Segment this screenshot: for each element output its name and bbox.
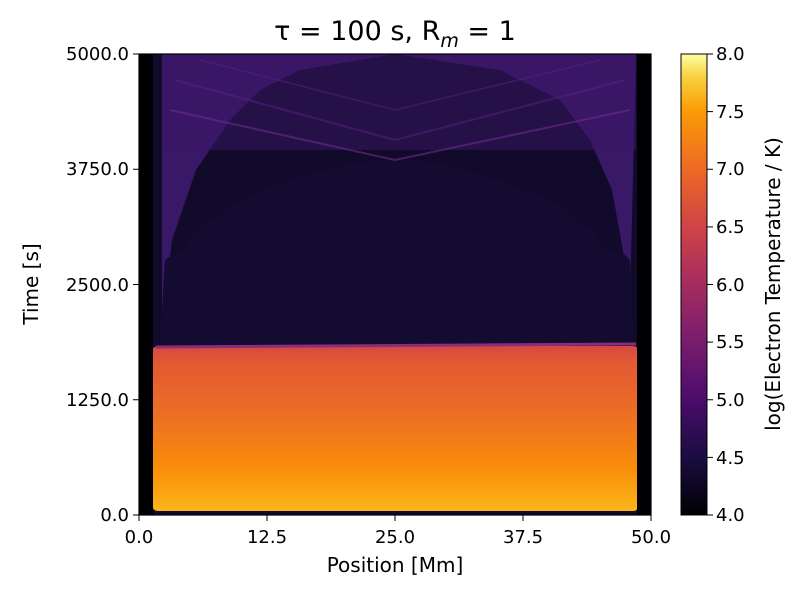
colorbar-ticks: 4.0 4.5 5.0 5.5 6.0 6.5 7.0 7.5 8.0 bbox=[707, 44, 745, 526]
streak-3 bbox=[199, 59, 601, 111]
hot-loop-edge bbox=[155, 342, 637, 349]
y-tick-label: 0.0 bbox=[100, 505, 129, 526]
cb-tick-label: 4.0 bbox=[716, 505, 745, 526]
cb-tick-label: 7.5 bbox=[716, 102, 745, 123]
y-tick-label: 1250.0 bbox=[66, 390, 129, 411]
upper-band bbox=[162, 54, 636, 150]
y-tick-label: 3750.0 bbox=[66, 159, 129, 180]
cb-tick-label: 6.5 bbox=[716, 217, 745, 238]
streak-2 bbox=[174, 79, 626, 142]
cb-tick-label: 4.5 bbox=[716, 448, 745, 469]
chromosphere-left bbox=[139, 54, 153, 515]
cb-tick-label: 5.0 bbox=[716, 390, 745, 411]
colorbar: 4.0 4.5 5.0 5.5 6.0 6.5 7.0 7.5 8.0 log(… bbox=[680, 44, 785, 526]
cooled-lower bbox=[160, 250, 634, 345]
x-tick-label: 37.5 bbox=[503, 527, 543, 548]
streak-1 bbox=[169, 109, 631, 162]
y-tick-label: 5000.0 bbox=[66, 44, 129, 65]
hot-loop-region bbox=[152, 346, 639, 511]
cb-tick-label: 5.5 bbox=[716, 332, 745, 353]
cb-tick-label: 8.0 bbox=[716, 44, 745, 65]
x-tick-label: 0.0 bbox=[125, 527, 154, 548]
colorbar-gradient bbox=[680, 53, 708, 516]
colorbar-label: log(Electron Temperature / K) bbox=[761, 137, 785, 431]
x-tick-label: 25.0 bbox=[375, 527, 415, 548]
y-axis-label: Time [s] bbox=[19, 243, 43, 325]
x-tick-label: 12.5 bbox=[247, 527, 287, 548]
chart-title: τ = 100 s, Rm = 1 bbox=[274, 16, 516, 52]
x-axis: 0.0 12.5 25.0 37.5 50.0 Position [Mm] bbox=[125, 515, 671, 577]
x-tick-label: 50.0 bbox=[631, 527, 671, 548]
y-tick-label: 2500.0 bbox=[66, 275, 129, 296]
cb-tick-label: 7.0 bbox=[716, 159, 745, 180]
cb-tick-label: 6.0 bbox=[716, 275, 745, 296]
y-axis: 0.0 1250.0 2500.0 3750.0 5000.0 Time [s] bbox=[19, 44, 139, 526]
chromosphere-right bbox=[637, 54, 651, 515]
heatmap-plot bbox=[139, 54, 651, 515]
x-axis-label: Position [Mm] bbox=[327, 553, 464, 577]
